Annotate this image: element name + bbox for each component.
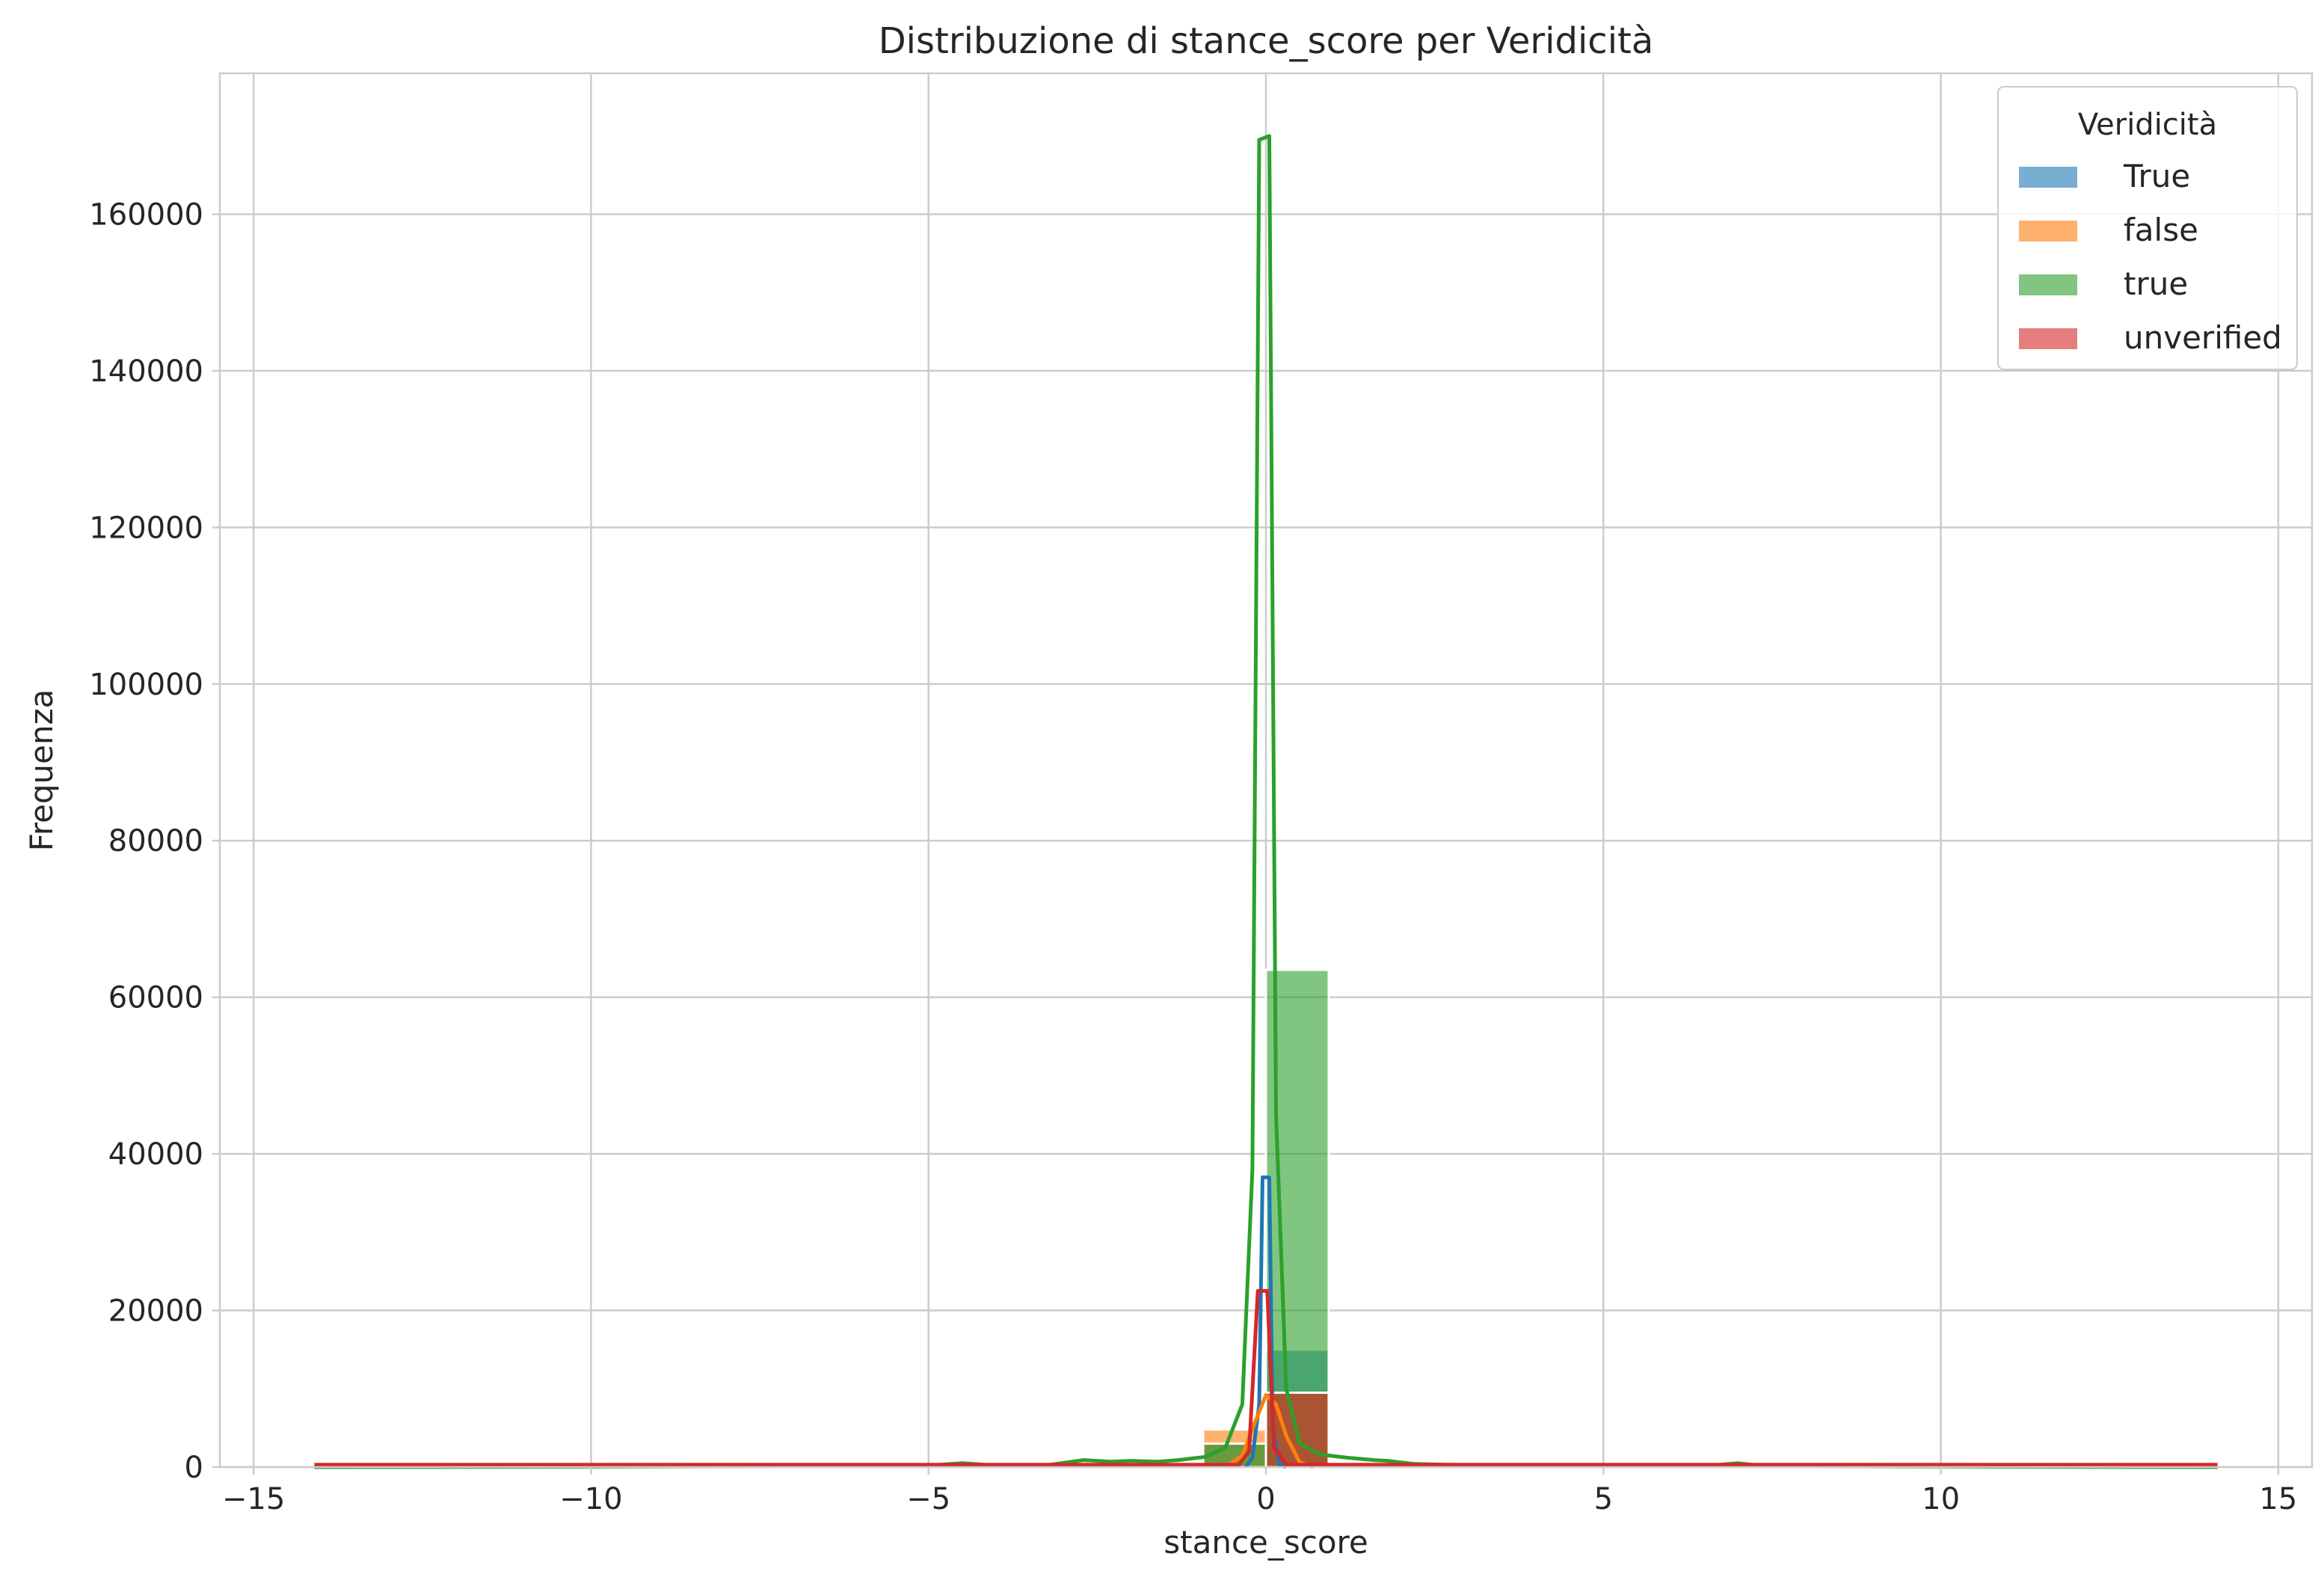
legend-frame	[1997, 86, 2298, 370]
x-tick-label: −5	[906, 1482, 950, 1516]
legend-title: Veridicità	[2078, 108, 2217, 142]
legend-swatch	[2019, 274, 2077, 295]
y-axis-ticks: 0 20000 40000 60000 80000 100000 120000 140000 1…	[89, 197, 220, 1485]
x-axis-ticks: −15 −10 −5 0 5 10 15	[222, 1467, 2297, 1516]
y-tick-label: 120000	[89, 511, 203, 545]
legend-swatch	[2019, 221, 2077, 242]
x-tick-label: 5	[1594, 1482, 1613, 1516]
kde-curves	[314, 134, 2218, 1469]
kde-line-unverified	[314, 1288, 2218, 1467]
legend-label: True	[2123, 158, 2190, 194]
y-tick-label: 60000	[108, 981, 203, 1015]
legend-label: false	[2124, 212, 2198, 248]
legend-swatch	[2019, 328, 2077, 349]
kde-line-true	[1244, 1175, 1287, 1469]
y-tick-label: 140000	[89, 354, 203, 389]
y-tick-label: 80000	[108, 824, 203, 858]
chart-title: Distribuzione di stance_score per Veridi…	[879, 20, 1654, 62]
y-tick-label: 40000	[108, 1137, 203, 1172]
legend: Veridicità True false true unverified	[1997, 86, 2298, 370]
x-tick-label: 10	[1922, 1482, 1960, 1516]
legend-swatch	[2019, 167, 2077, 188]
x-tick-label: −10	[559, 1482, 622, 1516]
legend-label: unverified	[2124, 319, 2282, 356]
x-tick-label: 0	[1256, 1482, 1275, 1516]
y-tick-label: 160000	[89, 197, 203, 232]
y-tick-label: 20000	[108, 1294, 203, 1329]
x-tick-label: 15	[2259, 1482, 2297, 1516]
x-tick-label: −15	[222, 1482, 285, 1516]
y-axis-label: Frequenza	[23, 689, 60, 852]
y-tick-label: 100000	[89, 668, 203, 702]
y-tick-label: 0	[185, 1451, 203, 1485]
legend-label: true	[2124, 265, 2188, 302]
x-axis-label: stance_score	[1163, 1524, 1368, 1561]
